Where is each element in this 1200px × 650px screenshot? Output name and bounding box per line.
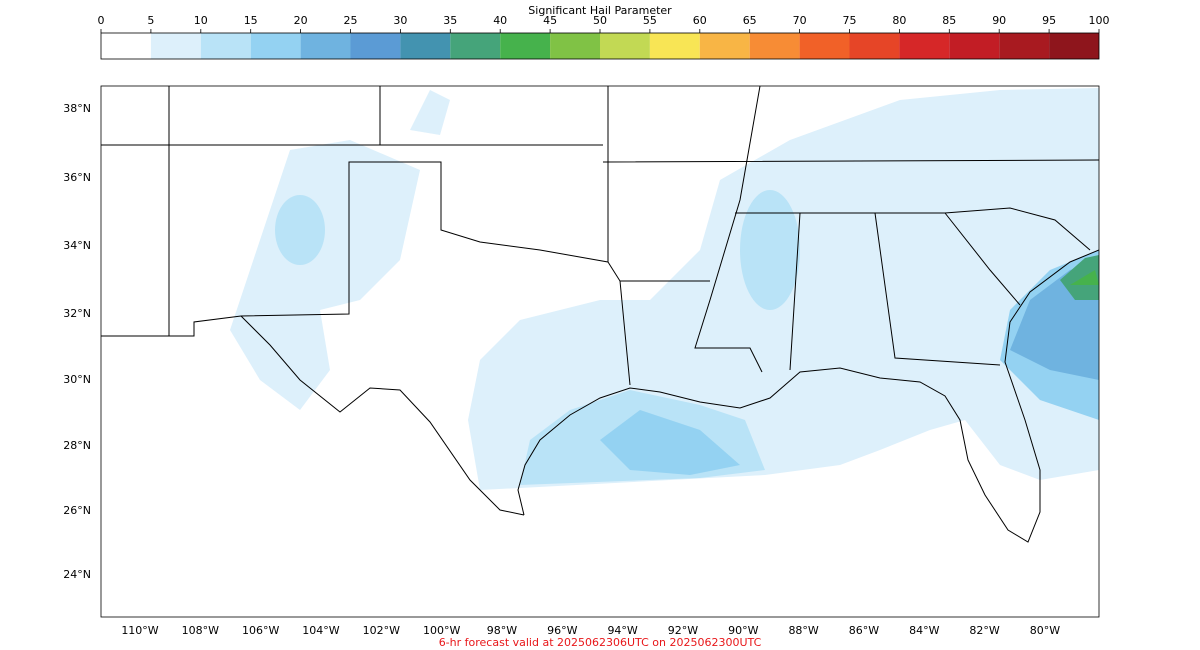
field-light: [230, 140, 420, 410]
colorbar-frame: [100, 32, 1100, 60]
tick-label: 75: [843, 14, 857, 27]
lon-label: 86°W: [849, 624, 879, 637]
field-mid: [275, 195, 325, 265]
field-mid: [740, 190, 800, 310]
map-frame: [100, 85, 1100, 618]
lon-label: 98°W: [487, 624, 517, 637]
tick-label: 15: [244, 14, 258, 27]
color-swatch: [1049, 33, 1099, 59]
tick-label: 90: [992, 14, 1006, 27]
lat-label: 38°N: [63, 102, 91, 115]
color-swatch: [500, 33, 551, 59]
coastline: [517, 249, 1099, 543]
footer: 6-hr forecast valid at 2025062306UTC on …: [439, 636, 762, 649]
tick-label: 30: [393, 14, 407, 27]
tick-label: 60: [693, 14, 707, 27]
color-swatch: [600, 33, 650, 59]
tick-label: 85: [942, 14, 956, 27]
tick-label: 25: [344, 14, 358, 27]
lon-label: 108°W: [182, 624, 219, 637]
field-light: [410, 90, 450, 135]
color-swatch: [400, 33, 451, 59]
lon-label: 80°W: [1030, 624, 1060, 637]
colorbar: 0 5 10 15 20 25 30 35 40 45 50 55 60 65 70 75 80 85 90 95 10…: [98, 14, 1110, 59]
tick-label: 10: [194, 14, 208, 27]
hail-field: [101, 86, 1099, 543]
state-border: [101, 86, 609, 337]
color-swatch: [949, 33, 1000, 59]
tick-label: 55: [643, 14, 657, 27]
field-peak: [1070, 270, 1099, 285]
lat-label: 30°N: [63, 373, 91, 386]
color-swatch: [899, 33, 950, 59]
tick-label: 95: [1042, 14, 1056, 27]
color-swatch: [699, 33, 750, 59]
tick-label: 65: [743, 14, 757, 27]
lon-label: 110°W: [121, 624, 158, 637]
lon-label: 92°W: [668, 624, 698, 637]
lon-label: 84°W: [909, 624, 939, 637]
state-border: [694, 86, 1091, 373]
color-swatch: [849, 33, 900, 59]
color-swatch: [300, 33, 351, 59]
tick-label: 40: [493, 14, 507, 27]
lat-label: 32°N: [63, 307, 91, 320]
color-swatch: [999, 33, 1050, 59]
tick-label: 50: [593, 14, 607, 27]
lat-label: 36°N: [63, 171, 91, 184]
lon-label: 102°W: [363, 624, 400, 637]
lat-label: 26°N: [63, 504, 91, 517]
graticule-labels: 38°N 36°N 34°N 32°N 30°N 28°N 26°N 24°N 110°W 108…: [63, 102, 1060, 637]
lat-label: 28°N: [63, 439, 91, 452]
colorbar-title: Significant Hail Parameter: [528, 4, 672, 17]
tick-label: 80: [892, 14, 906, 27]
lon-label: 100°W: [423, 624, 460, 637]
color-swatch: [749, 33, 800, 59]
color-swatch: [799, 33, 850, 59]
lon-label: 104°W: [302, 624, 339, 637]
tick-label: 0: [98, 14, 105, 27]
tick-label: 5: [147, 14, 154, 27]
color-swatch: [150, 33, 201, 59]
field-high: [600, 410, 740, 475]
color-swatch: [550, 33, 600, 59]
color-swatch: [350, 33, 401, 59]
color-swatch: [101, 33, 151, 59]
lon-label: 96°W: [547, 624, 577, 637]
color-swatch: [200, 33, 251, 59]
tick-label: 35: [443, 14, 457, 27]
lon-label: 88°W: [788, 624, 818, 637]
map: [100, 85, 1100, 618]
state-border: [240, 315, 525, 516]
tick-label: 100: [1089, 14, 1110, 27]
state-border: [101, 86, 1099, 386]
color-swatch: [649, 33, 700, 59]
color-swatch: [450, 33, 501, 59]
lon-label: 94°W: [607, 624, 637, 637]
lon-label: 82°W: [969, 624, 999, 637]
lon-label: 90°W: [728, 624, 758, 637]
lon-label: 106°W: [242, 624, 279, 637]
color-swatch: [250, 33, 301, 59]
field-peak: [1060, 255, 1099, 300]
tick-label: 70: [793, 14, 807, 27]
lat-label: 24°N: [63, 568, 91, 581]
tick-label: 45: [543, 14, 557, 27]
lat-label: 34°N: [63, 239, 91, 252]
tick-label: 20: [294, 14, 308, 27]
